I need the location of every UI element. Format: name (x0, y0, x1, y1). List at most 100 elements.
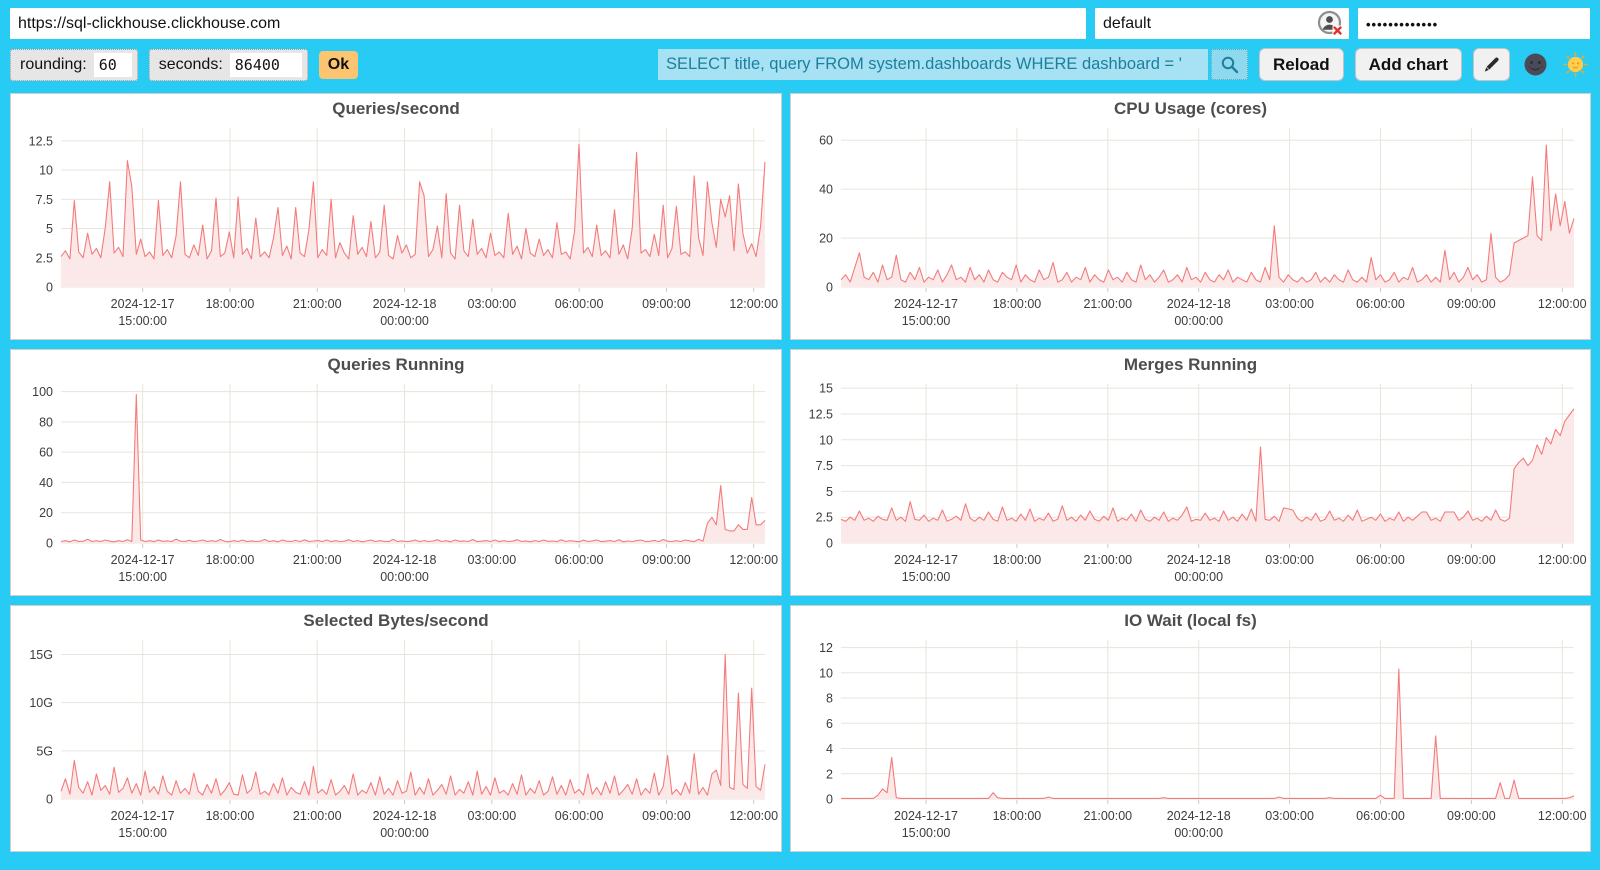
sun-face-icon (1563, 51, 1589, 77)
svg-text:2024-12-17: 2024-12-17 (894, 809, 958, 823)
chart-plot[interactable]: 0 20 40 60 80 100 2024-12-17 15:00:00 18:00:00 21… (11, 350, 781, 595)
svg-text:00:00:00: 00:00:00 (380, 570, 429, 584)
svg-text:09:00:00: 09:00:00 (642, 297, 691, 311)
svg-text:06:00:00: 06:00:00 (1356, 553, 1405, 567)
svg-text:2.5: 2.5 (36, 251, 53, 265)
svg-text:20: 20 (39, 506, 53, 520)
user-input[interactable] (1095, 8, 1349, 39)
svg-text:03:00:00: 03:00:00 (1265, 809, 1314, 823)
rounding-input[interactable] (93, 52, 132, 77)
svg-text:12:00:00: 12:00:00 (729, 297, 778, 311)
password-input[interactable] (1358, 8, 1590, 39)
svg-text:03:00:00: 03:00:00 (468, 297, 517, 311)
svg-text:10: 10 (39, 164, 53, 178)
svg-text:2024-12-18: 2024-12-18 (1167, 297, 1231, 311)
svg-text:18:00:00: 18:00:00 (206, 297, 255, 311)
svg-text:00:00:00: 00:00:00 (1174, 314, 1223, 328)
svg-text:21:00:00: 21:00:00 (293, 809, 342, 823)
connection-bar (0, 0, 1600, 39)
svg-text:09:00:00: 09:00:00 (642, 553, 691, 567)
svg-text:18:00:00: 18:00:00 (206, 809, 255, 823)
svg-text:0: 0 (826, 281, 833, 295)
search-button[interactable] (1210, 49, 1248, 80)
svg-text:2024-12-17: 2024-12-17 (111, 809, 175, 823)
light-theme-toggle[interactable] (1561, 51, 1590, 78)
user-field-wrap (1095, 8, 1349, 39)
svg-text:06:00:00: 06:00:00 (1356, 809, 1405, 823)
svg-text:2024-12-18: 2024-12-18 (373, 809, 437, 823)
chart-plot[interactable]: 0 5G 10G 15G 2024-12-17 15:00:00 18:00:00 21:00… (11, 606, 781, 851)
svg-text:100: 100 (32, 385, 53, 399)
svg-text:2.5: 2.5 (816, 511, 833, 525)
svg-text:15:00:00: 15:00:00 (118, 314, 167, 328)
svg-text:15:00:00: 15:00:00 (902, 570, 951, 584)
svg-text:2024-12-18: 2024-12-18 (1167, 553, 1231, 567)
url-input[interactable] (10, 8, 1086, 39)
charts-grid: Queries/second 0 2.5 5 7.5 10 12.5 2024-12-17 1… (10, 93, 1600, 852)
svg-text:80: 80 (39, 415, 53, 429)
svg-text:4: 4 (826, 742, 833, 756)
chart-card-io-wait: IO Wait (local fs) 0 2 4 6 8 10 12 2024-12-17 15… (790, 605, 1591, 852)
svg-text:2024-12-17: 2024-12-17 (111, 553, 175, 567)
chart-card-cpu-usage: CPU Usage (cores) 0 20 40 60 2024-12-17 15:00… (790, 93, 1591, 340)
svg-text:18:00:00: 18:00:00 (993, 553, 1042, 567)
svg-text:12:00:00: 12:00:00 (1538, 297, 1587, 311)
svg-text:03:00:00: 03:00:00 (1265, 553, 1314, 567)
chart-plot[interactable]: 0 2.5 5 7.5 10 12.5 2024-12-17 15:00:00 18:00:00… (11, 94, 781, 339)
svg-text:2024-12-17: 2024-12-17 (111, 297, 175, 311)
svg-text:09:00:00: 09:00:00 (1447, 809, 1496, 823)
seconds-input[interactable] (229, 52, 302, 77)
svg-text:6: 6 (826, 717, 833, 731)
svg-text:60: 60 (819, 134, 833, 148)
svg-text:20: 20 (819, 232, 833, 246)
svg-text:60: 60 (39, 446, 53, 460)
svg-text:00:00:00: 00:00:00 (1174, 826, 1223, 840)
svg-text:00:00:00: 00:00:00 (380, 826, 429, 840)
pencil-icon (1484, 57, 1499, 72)
svg-text:5: 5 (46, 222, 53, 236)
svg-text:00:00:00: 00:00:00 (380, 314, 429, 328)
svg-text:15:00:00: 15:00:00 (118, 570, 167, 584)
svg-text:10G: 10G (29, 696, 53, 710)
dashboard-query-input[interactable] (657, 49, 1208, 80)
svg-text:15: 15 (819, 382, 833, 396)
dark-theme-toggle[interactable] (1521, 52, 1550, 78)
svg-text:12:00:00: 12:00:00 (729, 553, 778, 567)
svg-text:03:00:00: 03:00:00 (468, 809, 517, 823)
svg-text:5: 5 (826, 485, 833, 499)
edit-button[interactable] (1473, 48, 1510, 81)
svg-text:18:00:00: 18:00:00 (206, 553, 255, 567)
svg-text:0: 0 (46, 281, 53, 295)
svg-text:40: 40 (39, 476, 53, 490)
svg-text:15:00:00: 15:00:00 (118, 826, 167, 840)
seconds-label: seconds: (158, 55, 223, 73)
reload-button[interactable]: Reload (1258, 48, 1344, 81)
svg-text:12.5: 12.5 (809, 407, 833, 421)
magnifier-icon (1221, 56, 1239, 74)
chart-plot[interactable]: 0 2 4 6 8 10 12 2024-12-17 15:00:00 18:00:00 21:00… (791, 606, 1590, 851)
svg-text:5G: 5G (36, 744, 53, 758)
chart-card-queries-per-second: Queries/second 0 2.5 5 7.5 10 12.5 2024-12-17 1… (10, 93, 782, 340)
svg-text:03:00:00: 03:00:00 (1265, 297, 1314, 311)
svg-text:10: 10 (819, 666, 833, 680)
svg-text:8: 8 (826, 692, 833, 706)
svg-text:03:00:00: 03:00:00 (468, 553, 517, 567)
chart-plot[interactable]: 0 2.5 5 7.5 10 12.5 15 2024-12-17 15:00:00 18:00:… (791, 350, 1590, 595)
svg-text:12:00:00: 12:00:00 (1538, 553, 1587, 567)
ok-button[interactable]: Ok (318, 50, 359, 79)
rounding-chip: rounding: (10, 48, 138, 81)
svg-text:06:00:00: 06:00:00 (555, 297, 604, 311)
svg-text:12.5: 12.5 (29, 134, 53, 148)
chart-card-queries-running: Queries Running 0 20 40 60 80 100 2024-12-17 15… (10, 349, 782, 596)
svg-text:06:00:00: 06:00:00 (555, 553, 604, 567)
seconds-chip: seconds: (148, 48, 308, 81)
svg-text:09:00:00: 09:00:00 (1447, 553, 1496, 567)
svg-text:2024-12-17: 2024-12-17 (894, 297, 958, 311)
svg-text:0: 0 (46, 793, 53, 807)
svg-text:7.5: 7.5 (36, 193, 53, 207)
rounding-label: rounding: (20, 55, 87, 73)
chart-card-selected-bytes: Selected Bytes/second 0 5G 10G 15G 2024-12-1… (10, 605, 782, 852)
add-chart-button[interactable]: Add chart (1354, 48, 1462, 81)
svg-text:2024-12-17: 2024-12-17 (894, 553, 958, 567)
chart-plot[interactable]: 0 20 40 60 2024-12-17 15:00:00 18:00:00 21:00:0… (791, 94, 1590, 339)
